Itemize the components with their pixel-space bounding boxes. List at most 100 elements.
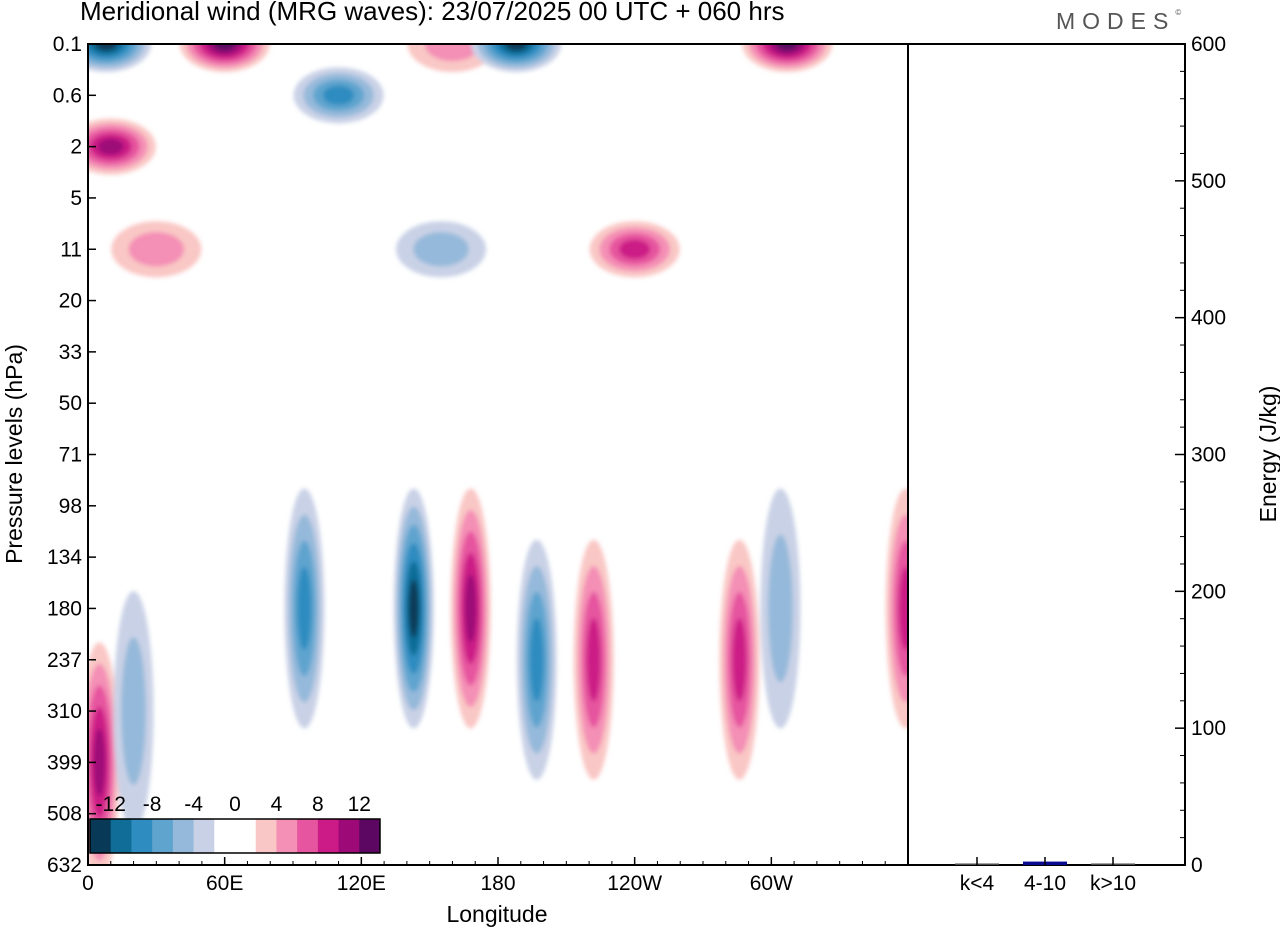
y-tick-label: 11 [60, 238, 82, 261]
mid-neg-155E-level-1 [413, 232, 469, 267]
low-pos-1W [885, 488, 908, 729]
y-tick-label: 134 [47, 546, 82, 569]
axes: 0.1 0.6 2 5 11 20 33 50 71 98 134 180 237 310 399 508 63… [47, 33, 1226, 895]
y-axis-title: Pressure levels (hPa) [1, 344, 27, 564]
y-tick-label: 50 [59, 392, 82, 415]
mid-pos-30E [111, 221, 202, 278]
upper-neg-170W [471, 44, 562, 72]
y-tick-label: 5 [70, 187, 82, 210]
colorbar-swatch [255, 819, 277, 853]
upper-neg-110E-level-3 [322, 85, 355, 106]
low-neg-95E [284, 488, 325, 729]
low-pos-1W-level-3 [898, 566, 908, 651]
colorbar-swatch [90, 819, 112, 853]
x-tick-label: 60E [206, 872, 243, 895]
upper-neg-170W-level-5 [505, 44, 528, 51]
y-tick-label: 33 [59, 341, 82, 364]
energy-tick-label: 400 [1191, 307, 1226, 330]
low-neg-163W-level-3 [529, 618, 544, 702]
low-pos-138W-level-3 [586, 618, 601, 702]
wind-field [88, 44, 908, 865]
x-tick-label: 0 [82, 872, 94, 895]
low-neg-56W-level-1 [768, 534, 793, 683]
low-pos-138W [573, 539, 614, 780]
low-neg-95E-level-3 [297, 566, 312, 651]
mid-pos-30E-level-1 [128, 232, 185, 267]
colorbar-label: -8 [143, 793, 162, 816]
y-tick-label: 508 [47, 803, 82, 826]
energy-bars: k<4 4-10 k>10 [955, 857, 1136, 895]
low-pos-5E-level-4 [93, 728, 106, 797]
upper-neg-0E-level-5 [95, 44, 118, 51]
upper-pos-60E-level-5 [213, 44, 236, 51]
colorbar-swatch [276, 819, 298, 853]
y-tick-label: 98 [59, 495, 82, 518]
x-tick-label: 120W [607, 872, 662, 895]
energy-tick-label: 100 [1191, 717, 1226, 740]
colorbar-swatch [110, 819, 132, 853]
y-tick-label: 2 [70, 136, 82, 159]
energy-category-label: k>10 [1090, 872, 1136, 895]
energy-category-label: 4-10 [1024, 872, 1066, 895]
upper-pos-10E [88, 118, 156, 175]
upper-neg-110E [293, 67, 384, 124]
colorbar-label: -12 [96, 793, 126, 816]
low-neg-163W [516, 539, 557, 780]
colorbar-swatch [338, 819, 360, 853]
colorbar-swatch [214, 819, 236, 853]
colorbar-swatch [152, 819, 174, 853]
y-tick-label: 310 [47, 700, 82, 723]
colorbar-label: 0 [229, 793, 241, 816]
colorbar-swatch [131, 819, 153, 853]
energy-tick-label: 300 [1191, 444, 1226, 467]
mid-pos-120W [589, 221, 680, 278]
colorbar-swatch [235, 819, 257, 853]
low-pos-168E [450, 488, 491, 729]
mid-pos-120W-level-3 [619, 239, 651, 259]
low-pos-74W [719, 539, 760, 780]
colorbar-label: 8 [312, 793, 324, 816]
energy-tick-label: 500 [1191, 170, 1226, 193]
energy-category-label: k<4 [960, 872, 995, 895]
x-tick-label: 180 [480, 872, 515, 895]
y-tick-label: 71 [59, 444, 82, 467]
plot-frame [87, 43, 909, 866]
chart-title: Meridional wind (MRG waves): 23/07/2025 … [80, 0, 785, 26]
x-tick-label: 60W [750, 872, 793, 895]
energy-tick-label: 600 [1191, 33, 1226, 56]
energy-tick-label: 0 [1191, 854, 1203, 877]
colorbar-swatch [193, 819, 215, 853]
y-tick-label: 0.6 [53, 84, 82, 107]
low-neg-20E [113, 591, 154, 832]
upper-pos-10E-level-4 [97, 138, 124, 155]
colorbar-swatch [317, 819, 340, 853]
low-neg-56W [760, 488, 801, 729]
energy-frame [907, 43, 1186, 866]
y-tick-label: 399 [47, 751, 82, 774]
upper-neg-0E [88, 44, 152, 72]
y-tick-label: 237 [47, 649, 82, 672]
colorbar-frame [89, 818, 381, 854]
energy-tick-label: 200 [1191, 580, 1226, 603]
low-neg-143E-level-5 [408, 579, 419, 638]
mid-neg-155E [396, 221, 487, 278]
upper-pos-50W-level-5 [776, 44, 799, 51]
upper-pos-160E-level-1 [424, 44, 481, 62]
colorbar: -12 -8 -4 0 4 8 12 [89, 793, 381, 854]
logo-text: MODES [1056, 8, 1176, 34]
colorbar-label: 4 [271, 793, 283, 816]
energy-axis-title: Energy (J/kg) [1255, 386, 1280, 523]
low-neg-143E [393, 488, 434, 729]
y-tick-label: 180 [47, 597, 82, 620]
low-pos-74W-level-3 [732, 618, 747, 702]
y-tick-label: 632 [47, 854, 82, 877]
colorbar-swatch [172, 819, 195, 853]
upper-pos-60E [179, 44, 270, 72]
modes-logo: MODES© [1056, 8, 1182, 34]
colorbar-label: 12 [348, 793, 371, 816]
low-pos-168E-level-4 [464, 574, 477, 643]
colorbar-label: -4 [184, 793, 203, 816]
low-pos-5E [88, 642, 120, 865]
y-tick-label: 0.1 [53, 33, 82, 56]
